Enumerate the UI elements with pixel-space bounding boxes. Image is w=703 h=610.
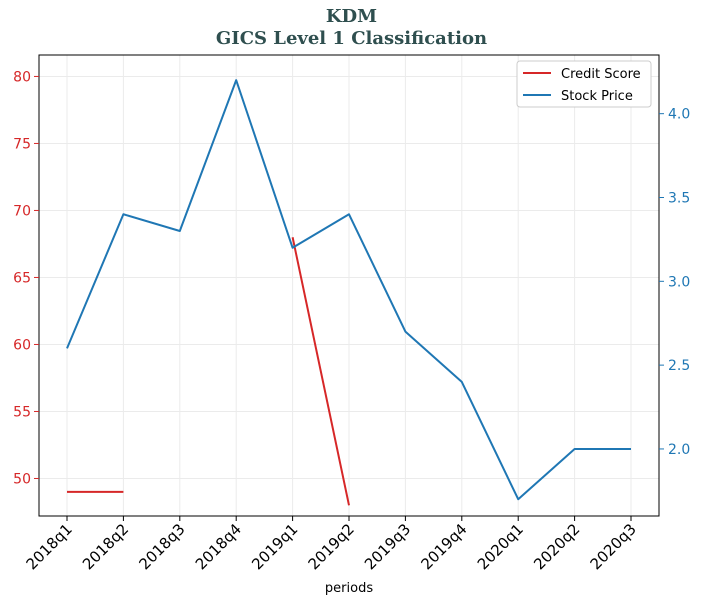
left-y-tick-label: 50 bbox=[13, 471, 31, 487]
left-y-tick-label: 65 bbox=[13, 270, 31, 286]
x-tick-label: 2018q4 bbox=[192, 520, 245, 573]
x-tick-label: 2019q2 bbox=[305, 520, 358, 573]
x-tick-label: 2020q3 bbox=[587, 520, 640, 573]
x-tick-label: 2019q3 bbox=[361, 520, 414, 573]
left-y-tick-label: 60 bbox=[13, 337, 31, 353]
x-axis-label: periods bbox=[325, 581, 373, 596]
x-tick-label: 2019q4 bbox=[417, 520, 470, 573]
left-y-tick-label: 55 bbox=[13, 404, 31, 420]
legend-label: Credit Score bbox=[561, 67, 641, 82]
series-line-stock-price bbox=[66, 79, 631, 501]
x-tick-label: 2018q2 bbox=[79, 520, 132, 573]
x-tick-label: 2018q1 bbox=[23, 520, 76, 573]
left-y-tick-label: 75 bbox=[13, 136, 31, 152]
chart-title: KDM bbox=[325, 6, 378, 27]
chart-subtitle: GICS Level 1 Classification bbox=[215, 28, 488, 49]
x-tick-label: 2020q1 bbox=[474, 520, 527, 573]
right-y-tick-label: 4.0 bbox=[668, 107, 690, 123]
right-y-tick-label: 3.0 bbox=[668, 274, 690, 290]
legend-label: Stock Price bbox=[561, 89, 633, 104]
right-y-tick-label: 2.5 bbox=[668, 358, 690, 374]
left-y-tick-label: 80 bbox=[13, 69, 31, 85]
series-line-credit-score bbox=[291, 237, 350, 506]
x-tick-label: 2020q2 bbox=[530, 520, 583, 573]
right-y-tick-label: 2.0 bbox=[668, 442, 690, 458]
x-tick-label: 2018q3 bbox=[135, 520, 188, 573]
x-tick-label: 2019q1 bbox=[248, 520, 301, 573]
left-y-tick-label: 70 bbox=[13, 203, 31, 219]
right-y-tick-label: 3.5 bbox=[668, 190, 690, 206]
chart-title-block: KDM GICS Level 1 Classification bbox=[0, 6, 703, 50]
